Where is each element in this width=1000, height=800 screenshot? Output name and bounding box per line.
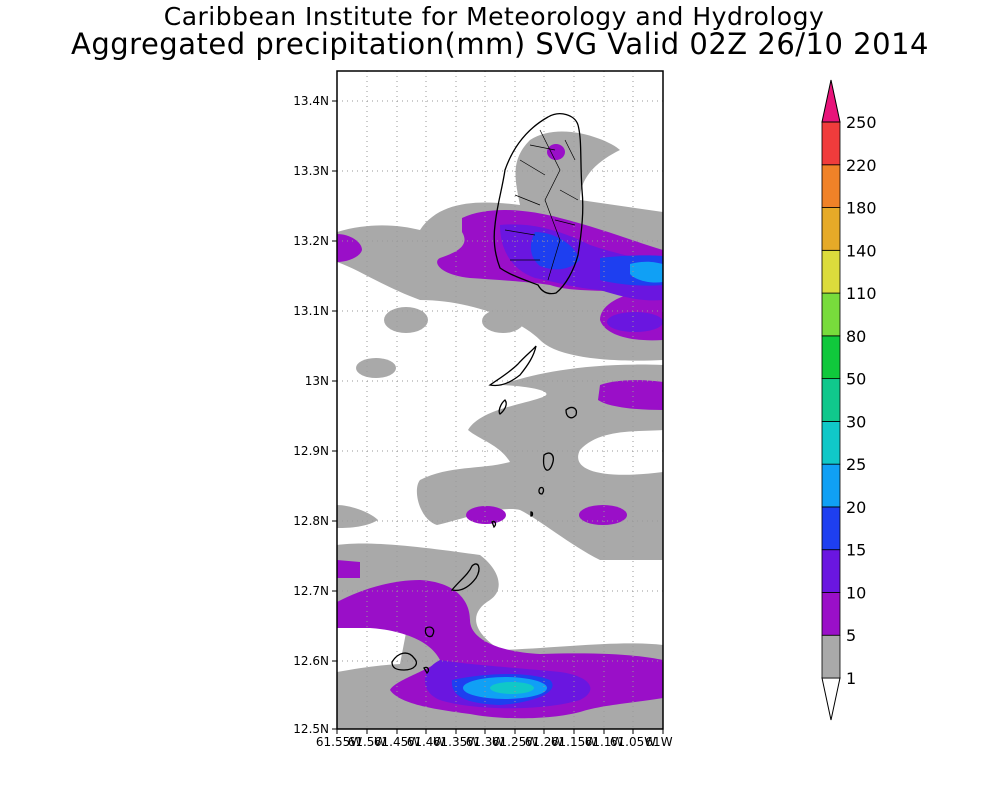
island-canouan — [542, 452, 554, 471]
y-tick-label: 13.4N — [293, 94, 329, 108]
x-tick-label: 61.15W — [551, 735, 597, 749]
colorbar-level-label: 180 — [846, 199, 877, 218]
x-tick-label: 61.05W — [610, 735, 656, 749]
coastlines — [391, 113, 584, 675]
colorbar-level-label: 50 — [846, 370, 866, 389]
island-grenada-north — [391, 652, 418, 671]
colorbar-swatch — [821, 164, 841, 208]
x-tick-label: 61.1W — [585, 735, 624, 749]
y-tick-label: 12.8N — [293, 514, 329, 528]
colorbar — [821, 79, 841, 721]
colorbar-swatch — [821, 207, 841, 251]
colorbar-level-label: 30 — [846, 412, 866, 431]
y-tick-label: 12.9N — [293, 444, 329, 458]
colorbar-level-label: 20 — [846, 498, 866, 517]
island-small-6 — [423, 666, 430, 675]
island-bequia — [488, 345, 537, 387]
x-tick-label: 61.45W — [374, 735, 420, 749]
y-axis-ticks — [332, 100, 337, 730]
precip-field — [337, 131, 663, 729]
colorbar-level-label: 250 — [846, 113, 877, 132]
precip-25-30mm — [490, 682, 534, 694]
y-axis-labels: 13.4N 13.3N 13.2N 13.1N 13N 12.9N 12.8N … — [293, 94, 329, 736]
colorbar-swatch — [821, 292, 841, 337]
island-st-vincent-ridges — [504, 129, 579, 281]
colorbar-swatch — [821, 549, 841, 593]
x-tick-label: 61.4W — [407, 735, 446, 749]
institute-title: Caribbean Institute for Meteorology and … — [163, 2, 825, 31]
colorbar-swatch — [821, 506, 841, 551]
island-small-4 — [530, 511, 534, 517]
y-tick-label: 13.2N — [293, 234, 329, 248]
y-tick-label: 12.6N — [293, 654, 329, 668]
y-tick-label: 12.7N — [293, 584, 329, 598]
colorbar-swatch — [821, 463, 841, 508]
x-tick-label: 61.55W — [316, 735, 362, 749]
colorbar-swatch — [821, 634, 841, 679]
x-tick-label: 61.2W — [525, 735, 564, 749]
x-tick-label: 61.25W — [492, 735, 538, 749]
colorbar-high-arrow — [821, 79, 841, 123]
x-tick-label: 61.3W — [466, 735, 505, 749]
island-mustique — [565, 406, 578, 419]
colorbar-swatch — [821, 420, 841, 465]
colorbar-swatch — [821, 121, 841, 166]
colorbar-level-label: 25 — [846, 455, 866, 474]
colorbar-level-label: 80 — [846, 327, 866, 346]
colorbar-level-label: 110 — [846, 284, 877, 303]
colorbar-swatch — [821, 249, 841, 294]
y-tick-label: 13.1N — [293, 304, 329, 318]
colorbar-swatch — [821, 378, 841, 422]
product-title: Aggregated precipitation(mm) SVG Valid 0… — [71, 27, 929, 61]
y-tick-label: 13.3N — [293, 164, 329, 178]
colorbar-level-label: 220 — [846, 156, 877, 175]
island-small-1 — [498, 399, 507, 415]
island-small-2 — [538, 486, 545, 495]
y-tick-label: 13N — [305, 374, 329, 388]
colorbar-level-label: 5 — [846, 626, 856, 645]
colorbar-level-label: 15 — [846, 541, 866, 560]
colorbar-level-label: 140 — [846, 241, 877, 260]
island-carriacou — [450, 563, 480, 592]
x-tick-label: 61.5W — [348, 735, 387, 749]
island-small-3 — [491, 520, 497, 529]
colorbar-swatch — [821, 592, 841, 636]
x-tick-label: 61.35W — [433, 735, 479, 749]
island-st-vincent — [493, 113, 584, 295]
colorbar-level-label: 1 — [846, 669, 856, 688]
map-frame — [336, 70, 664, 730]
x-tick-label: 61W — [645, 735, 672, 749]
x-axis-labels: 61.55W 61.5W 61.45W 61.4W 61.35W 61.3W 6… — [316, 735, 673, 749]
colorbar-level-label: 10 — [846, 583, 866, 602]
island-small-5 — [424, 626, 435, 638]
x-axis-ticks — [336, 729, 664, 734]
colorbar-low-arrow — [821, 677, 841, 721]
colorbar-swatch — [821, 335, 841, 380]
y-tick-label: 12.5N — [293, 722, 329, 736]
